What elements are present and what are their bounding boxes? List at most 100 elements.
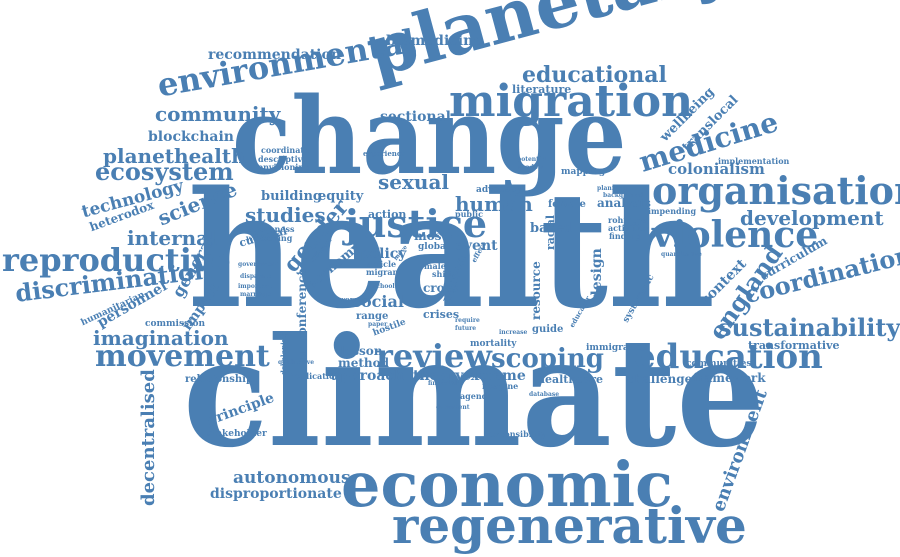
word-envisioning: envisioning — [258, 162, 310, 172]
word-based: based — [530, 221, 573, 236]
word-increase: increase — [499, 329, 528, 336]
word-relationship: relationship — [185, 374, 253, 385]
word-justice: justice — [345, 201, 488, 246]
word-woman: woman — [339, 295, 367, 304]
word-developing: developing — [279, 332, 288, 375]
word-advocacy: advocacy — [476, 185, 522, 195]
word-approach: approach — [331, 368, 405, 384]
word-transformative: transformative — [748, 339, 840, 352]
word-health: health — [188, 156, 715, 344]
word-migrant: migrant — [366, 267, 403, 277]
word-global: global — [418, 242, 450, 252]
word-stakeholder: stakeholder — [207, 429, 267, 439]
word-female: female — [548, 199, 586, 210]
word-sustainability: sustainability — [718, 313, 900, 342]
word-awareness: awareness — [248, 224, 295, 234]
word-building: building — [261, 189, 322, 204]
word-planethealth: planethealth — [103, 144, 246, 168]
word-mortality: mortality — [470, 339, 517, 349]
word-public: public — [455, 209, 483, 219]
word-crises: crises — [423, 308, 460, 321]
word-regenerative: regenerative — [392, 496, 747, 555]
word-immigration: immigration — [586, 343, 649, 353]
word-blockchain: blockchain — [148, 129, 234, 145]
word-scoping: scoping — [491, 344, 604, 374]
word-decentralised: decentralised — [138, 369, 159, 506]
word-impending: impending — [648, 206, 697, 216]
word-extreme: extreme — [462, 368, 526, 384]
word-worsening: worsening — [246, 233, 293, 243]
word-recommendation: recommendation — [208, 47, 342, 63]
word-climate: climate — [183, 305, 766, 481]
word-imagination: imagination — [93, 326, 229, 350]
word-community: community — [155, 102, 281, 126]
word-violence: violence — [652, 214, 819, 256]
word-cross: cross — [423, 281, 459, 295]
word-disproportionate: disproportionate — [210, 486, 342, 502]
word-qualitative: qualitative — [278, 359, 315, 366]
word-commission: commission — [145, 319, 206, 329]
word-rohingya: rohingya — [608, 215, 648, 225]
word-lesson: lesson — [340, 344, 383, 358]
word-descriptive: descriptive — [258, 154, 308, 164]
word-sectional: sectional — [380, 109, 452, 125]
word-autonomous: autonomous — [233, 468, 351, 488]
word-responsibility: responsibility — [485, 429, 547, 439]
word-paper: paper — [368, 321, 388, 328]
word-government: government — [238, 261, 279, 268]
word-event: event — [455, 238, 498, 254]
word-guide: guide — [532, 324, 564, 335]
word-healthcare: healthcare — [537, 373, 603, 386]
word-design: design — [589, 248, 605, 300]
word-quantitative: quantitative — [661, 251, 702, 258]
word-financial: financial — [428, 380, 458, 387]
word-range: range — [356, 311, 389, 322]
word-article: article — [367, 259, 397, 269]
word-shadow: shadow — [518, 164, 543, 171]
word-challenge: challenge — [627, 372, 693, 386]
word-social: social — [352, 292, 404, 311]
word-finding: finding — [609, 231, 641, 241]
word-educational: educational — [522, 62, 667, 88]
word-database: database — [529, 391, 560, 398]
word-studies: studies — [245, 203, 326, 227]
word-planning: planning — [597, 185, 627, 192]
word-equity: equity — [318, 189, 364, 204]
word-potential: potential — [517, 156, 548, 163]
word-education: education — [634, 337, 823, 377]
word-agenda: agenda — [460, 391, 493, 401]
word-reproductive: reproductive — [2, 241, 231, 279]
word-activities: activities — [608, 223, 649, 233]
word-future: future — [455, 325, 477, 332]
word-most: most — [414, 229, 447, 243]
word-communities: communities — [686, 359, 752, 369]
word-colonialism: colonialism — [668, 160, 765, 178]
word-theory: theory — [413, 368, 464, 384]
word-ecosystem: ecosystem — [95, 157, 234, 186]
word-implementation: implementation — [718, 156, 790, 166]
word-male: male — [424, 261, 446, 271]
word-coordinate: coordinate — [261, 145, 310, 155]
word-review: review — [376, 337, 492, 375]
word-imagine: imagine — [482, 381, 519, 391]
word-human: human — [455, 192, 533, 216]
word-document: document — [436, 404, 470, 411]
word-framework: framework — [693, 371, 766, 385]
word-internal: internal — [127, 226, 217, 250]
word-policy: policy — [360, 246, 407, 262]
word-school: school — [373, 283, 395, 290]
word-require: require — [455, 317, 480, 324]
word-literature: literature — [512, 83, 572, 96]
word-action: action — [368, 208, 407, 221]
word-movement: movement — [95, 339, 270, 374]
word-organisation: organisation — [652, 168, 900, 213]
word-development: development — [740, 206, 884, 230]
word-change: change — [232, 73, 627, 198]
word-resource: resource — [529, 261, 543, 320]
word-shift: shift — [432, 269, 453, 279]
word-mapping: mapping — [561, 167, 606, 177]
word-racial: racial — [544, 214, 557, 250]
word-important: important — [238, 283, 272, 290]
word-background: background — [603, 192, 644, 199]
